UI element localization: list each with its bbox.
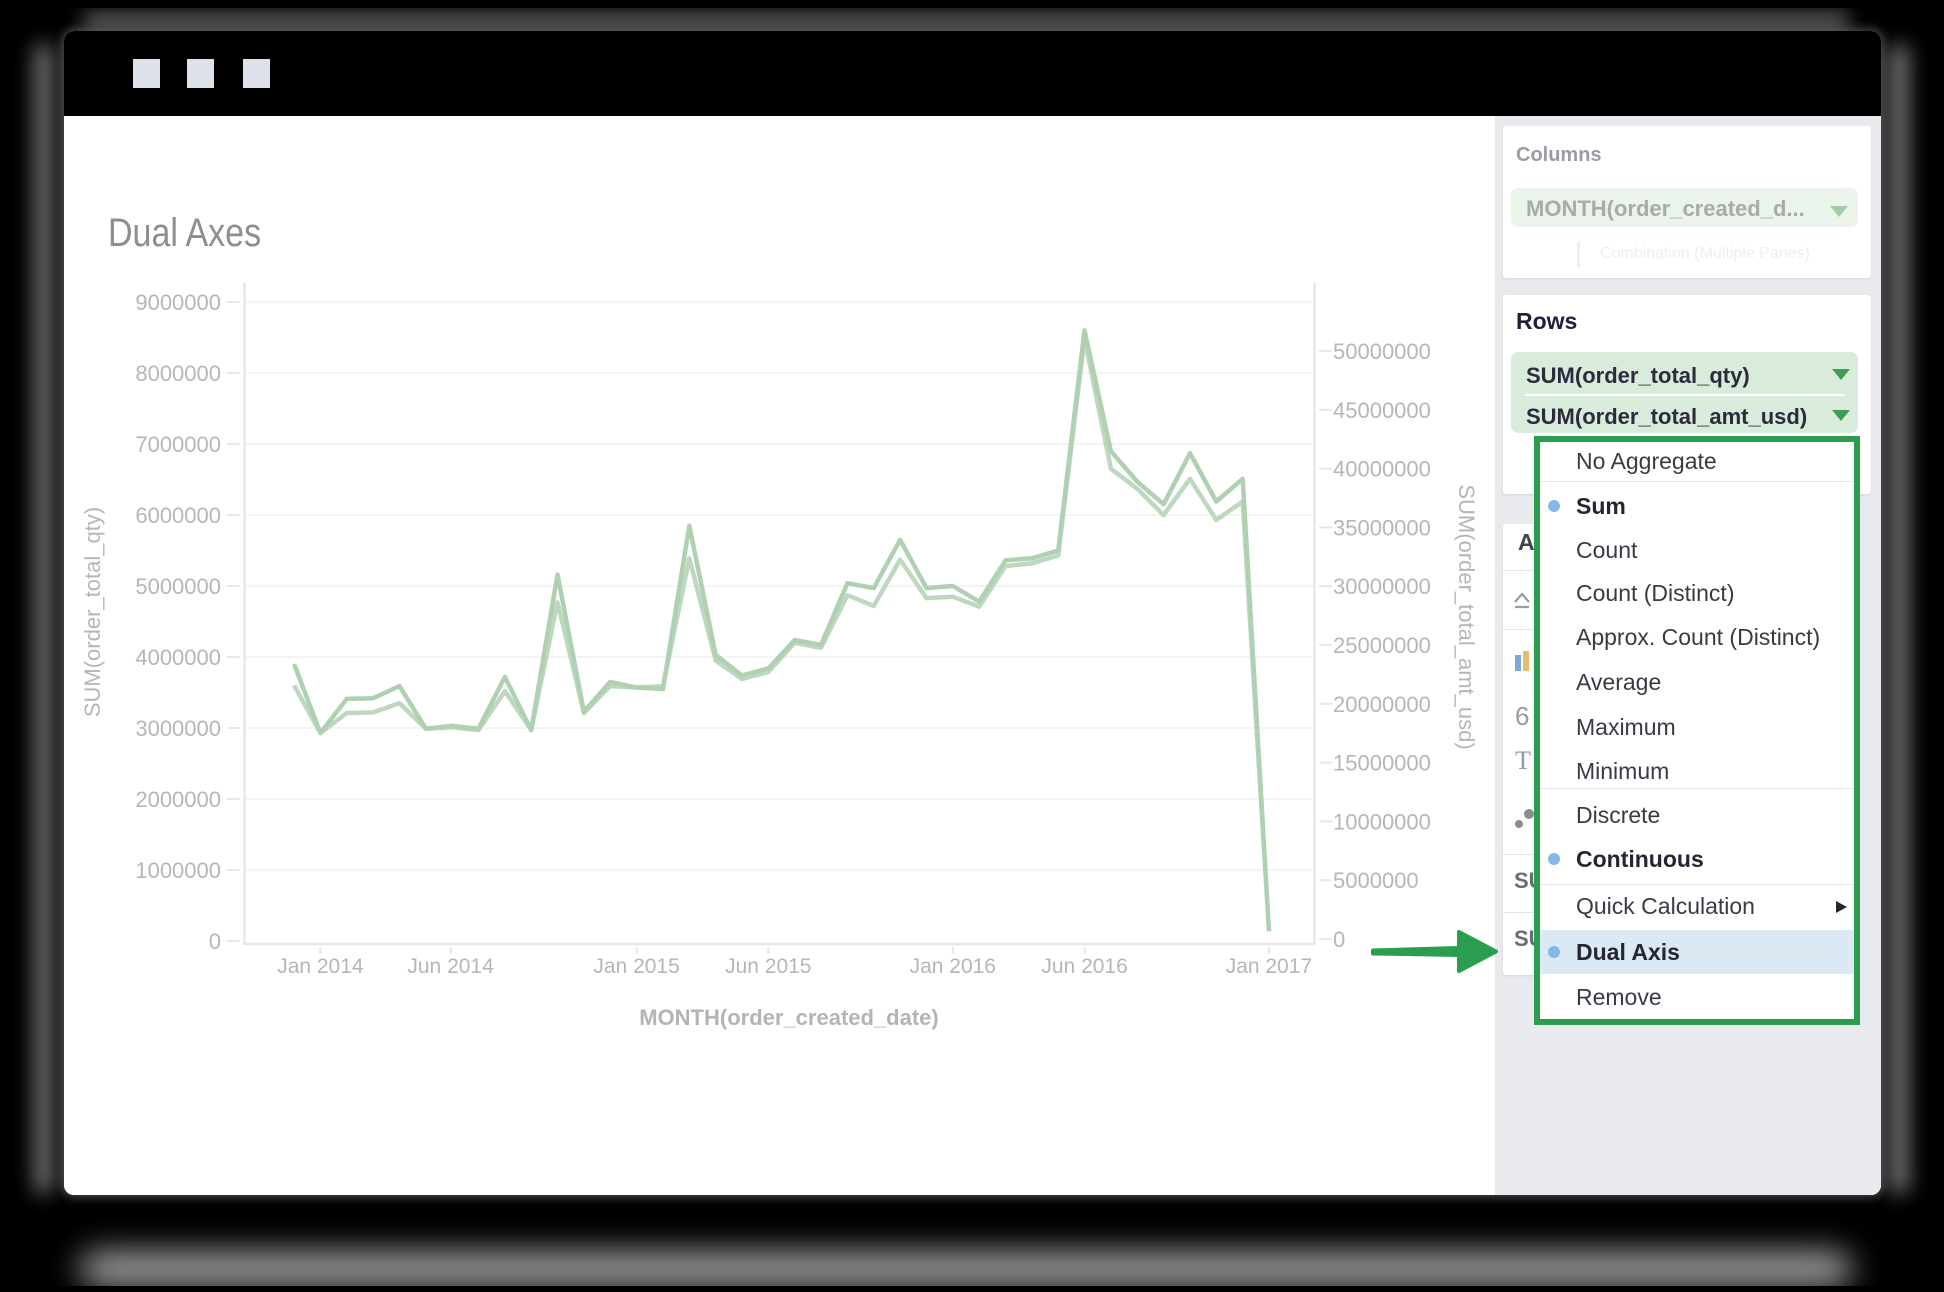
svg-text:SUM(order_total_qty): SUM(order_total_qty) <box>80 507 105 717</box>
svg-text:7000000: 7000000 <box>135 432 221 457</box>
svg-text:20000000: 20000000 <box>1333 692 1431 717</box>
svg-text:Jun 2014: Jun 2014 <box>407 955 494 978</box>
svg-text:Jan 2016: Jan 2016 <box>910 955 996 978</box>
svg-text:Jun 2016: Jun 2016 <box>1041 955 1127 978</box>
svg-text:8000000: 8000000 <box>135 361 221 386</box>
svg-text:4000000: 4000000 <box>135 645 221 670</box>
svg-text:0: 0 <box>1333 927 1345 952</box>
svg-text:5000000: 5000000 <box>135 574 221 599</box>
svg-text:50000000: 50000000 <box>1333 339 1431 364</box>
svg-text:0: 0 <box>209 929 221 954</box>
svg-text:25000000: 25000000 <box>1333 633 1431 658</box>
svg-text:2000000: 2000000 <box>135 787 221 812</box>
svg-text:10000000: 10000000 <box>1333 809 1431 834</box>
svg-text:45000000: 45000000 <box>1333 398 1431 423</box>
svg-text:3000000: 3000000 <box>135 716 221 741</box>
svg-text:SUM(order_total_amt_usd): SUM(order_total_amt_usd) <box>1454 484 1479 749</box>
svg-text:MONTH(order_created_date): MONTH(order_created_date) <box>639 1005 939 1030</box>
svg-text:Jan 2015: Jan 2015 <box>593 955 679 978</box>
svg-text:1000000: 1000000 <box>135 858 221 883</box>
svg-text:Jun 2015: Jun 2015 <box>725 955 811 978</box>
svg-text:Jan 2017: Jan 2017 <box>1226 955 1312 978</box>
svg-text:30000000: 30000000 <box>1333 574 1431 599</box>
svg-text:40000000: 40000000 <box>1333 457 1431 482</box>
svg-text:6000000: 6000000 <box>135 503 221 528</box>
svg-text:Jan 2014: Jan 2014 <box>277 955 364 978</box>
svg-text:9000000: 9000000 <box>135 290 221 315</box>
svg-text:35000000: 35000000 <box>1333 515 1431 540</box>
svg-text:15000000: 15000000 <box>1333 751 1431 776</box>
svg-text:5000000: 5000000 <box>1333 868 1419 893</box>
